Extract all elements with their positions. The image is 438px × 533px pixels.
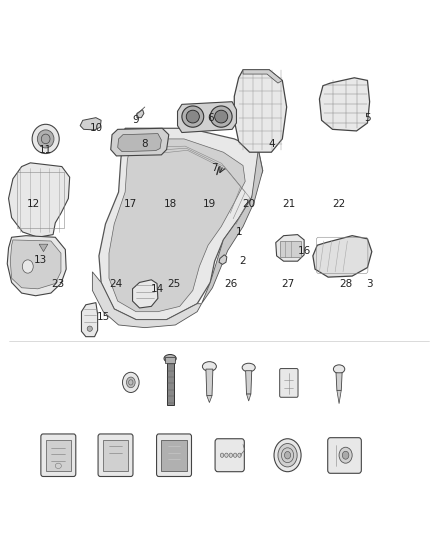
Ellipse shape bbox=[220, 453, 224, 457]
Polygon shape bbox=[118, 134, 161, 152]
Ellipse shape bbox=[229, 453, 233, 457]
FancyBboxPatch shape bbox=[328, 438, 361, 473]
Text: 7: 7 bbox=[211, 163, 218, 173]
Polygon shape bbox=[246, 370, 252, 394]
Ellipse shape bbox=[123, 372, 139, 392]
Ellipse shape bbox=[343, 451, 349, 459]
Ellipse shape bbox=[285, 451, 290, 459]
Text: 21: 21 bbox=[282, 199, 296, 209]
Polygon shape bbox=[201, 150, 263, 304]
Ellipse shape bbox=[202, 362, 216, 371]
Ellipse shape bbox=[333, 365, 345, 373]
Ellipse shape bbox=[238, 453, 241, 457]
Text: 25: 25 bbox=[167, 279, 180, 288]
Polygon shape bbox=[137, 110, 144, 118]
Text: 20: 20 bbox=[242, 199, 255, 209]
Polygon shape bbox=[319, 78, 370, 131]
Ellipse shape bbox=[210, 106, 232, 127]
Polygon shape bbox=[177, 102, 237, 133]
Text: 27: 27 bbox=[281, 279, 294, 288]
Ellipse shape bbox=[182, 106, 204, 127]
Ellipse shape bbox=[233, 453, 237, 457]
Ellipse shape bbox=[225, 453, 228, 457]
FancyBboxPatch shape bbox=[41, 434, 76, 477]
Text: 17: 17 bbox=[124, 199, 138, 209]
Text: 6: 6 bbox=[207, 112, 214, 123]
Text: 18: 18 bbox=[163, 199, 177, 209]
Text: 4: 4 bbox=[268, 139, 275, 149]
Ellipse shape bbox=[215, 110, 228, 123]
Text: 24: 24 bbox=[109, 279, 122, 288]
Bar bbox=[103, 440, 128, 471]
Polygon shape bbox=[109, 139, 245, 312]
Polygon shape bbox=[92, 272, 201, 328]
Text: 28: 28 bbox=[339, 279, 352, 288]
FancyBboxPatch shape bbox=[98, 434, 133, 477]
Polygon shape bbox=[313, 236, 372, 277]
Bar bbox=[165, 358, 175, 363]
Ellipse shape bbox=[22, 260, 33, 273]
Ellipse shape bbox=[242, 364, 255, 372]
Bar bbox=[161, 440, 187, 471]
Text: 22: 22 bbox=[332, 199, 346, 209]
Polygon shape bbox=[247, 394, 251, 401]
Bar bbox=[17, 172, 64, 228]
Text: 12: 12 bbox=[27, 199, 40, 209]
Bar bbox=[46, 440, 71, 471]
Text: 23: 23 bbox=[52, 279, 65, 288]
Polygon shape bbox=[276, 235, 304, 261]
Ellipse shape bbox=[282, 448, 293, 463]
Polygon shape bbox=[243, 70, 283, 83]
Text: 1: 1 bbox=[235, 227, 242, 237]
FancyBboxPatch shape bbox=[280, 368, 298, 397]
Text: 19: 19 bbox=[203, 199, 216, 209]
Polygon shape bbox=[133, 280, 158, 308]
Polygon shape bbox=[234, 70, 287, 152]
FancyBboxPatch shape bbox=[156, 434, 191, 477]
Text: 10: 10 bbox=[89, 123, 102, 133]
Ellipse shape bbox=[41, 134, 50, 144]
Ellipse shape bbox=[37, 130, 54, 148]
Polygon shape bbox=[80, 118, 101, 130]
Polygon shape bbox=[207, 395, 212, 402]
Polygon shape bbox=[337, 390, 341, 403]
Polygon shape bbox=[219, 255, 227, 264]
Text: 16: 16 bbox=[297, 246, 311, 255]
Text: 13: 13 bbox=[33, 255, 46, 265]
Polygon shape bbox=[11, 240, 61, 289]
Text: 9: 9 bbox=[133, 115, 139, 125]
Bar bbox=[280, 241, 301, 257]
Ellipse shape bbox=[87, 326, 92, 332]
Ellipse shape bbox=[32, 124, 59, 154]
Ellipse shape bbox=[278, 443, 297, 467]
Polygon shape bbox=[9, 163, 70, 237]
Ellipse shape bbox=[274, 439, 301, 472]
Text: 15: 15 bbox=[97, 312, 110, 322]
Ellipse shape bbox=[127, 377, 135, 387]
Bar bbox=[166, 362, 173, 405]
Polygon shape bbox=[39, 244, 48, 252]
Text: 8: 8 bbox=[141, 139, 148, 149]
FancyBboxPatch shape bbox=[215, 439, 244, 472]
Text: 2: 2 bbox=[240, 256, 246, 266]
Polygon shape bbox=[99, 128, 263, 320]
Ellipse shape bbox=[186, 110, 199, 123]
Text: 14: 14 bbox=[150, 284, 164, 294]
Polygon shape bbox=[7, 236, 66, 296]
Polygon shape bbox=[336, 373, 342, 390]
Text: 11: 11 bbox=[39, 144, 52, 155]
Polygon shape bbox=[111, 128, 169, 156]
Polygon shape bbox=[206, 369, 213, 395]
Ellipse shape bbox=[164, 354, 176, 362]
Polygon shape bbox=[81, 303, 98, 337]
Text: 5: 5 bbox=[364, 112, 371, 123]
Ellipse shape bbox=[339, 447, 352, 463]
Text: 3: 3 bbox=[366, 279, 373, 288]
Text: 26: 26 bbox=[224, 279, 237, 288]
